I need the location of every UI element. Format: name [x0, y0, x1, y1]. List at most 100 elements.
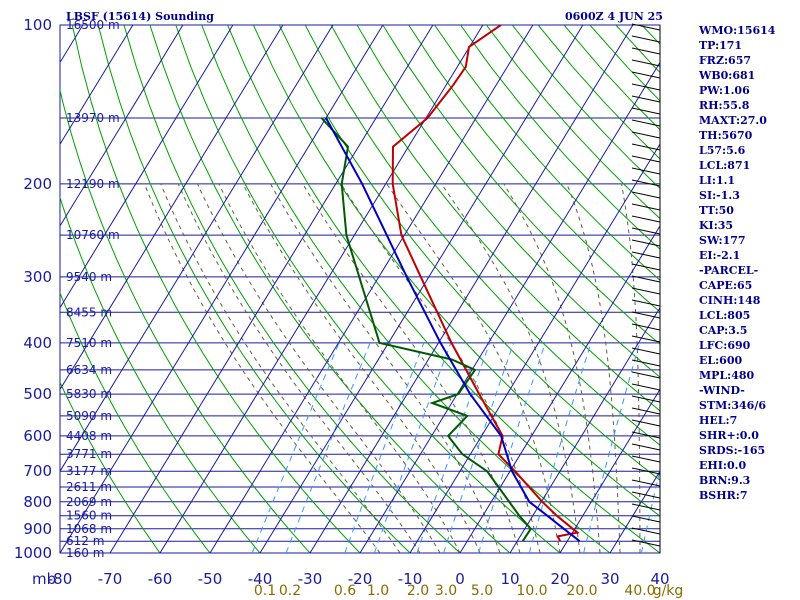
- dry-adiabat: [149, 25, 511, 553]
- mixing-ratio-line: [251, 342, 340, 553]
- moist-adiabat: [302, 183, 521, 553]
- wind-barb: [631, 275, 661, 283]
- mixing-ratio-label: 0.2: [279, 583, 301, 599]
- index-item: TH:5670: [699, 129, 753, 142]
- index-item: LI:1.1: [699, 174, 736, 187]
- index-item: CAP:3.5: [699, 324, 748, 337]
- moist-adiabat: [218, 183, 461, 553]
- wind-barb: [631, 479, 661, 487]
- pressure-tick-label: 200: [23, 175, 52, 193]
- sounding-profiles: [320, 25, 581, 542]
- index-item: EL:600: [699, 354, 743, 367]
- moist-adiabat: [659, 528, 660, 553]
- parcel-line: [325, 117, 581, 542]
- wind-barbs: [631, 23, 661, 553]
- height-label: 6634 m: [66, 363, 112, 377]
- mixing-ratio-label: g/kg: [653, 583, 684, 599]
- index-item: WB0:681: [699, 69, 756, 82]
- mixing-ratio-line: [528, 342, 592, 553]
- index-item: TT:50: [699, 204, 734, 217]
- wind-barb: [631, 407, 661, 415]
- wind-barb: [631, 263, 661, 271]
- index-item: L57:5.6: [699, 144, 746, 157]
- pressure-tick-label: 100: [23, 16, 52, 34]
- index-item: BSHR:7: [699, 489, 748, 502]
- wind-barb: [631, 491, 661, 499]
- height-label: 8455 m: [66, 305, 112, 319]
- wind-barb: [631, 35, 661, 43]
- dry-adiabat: [460, 25, 660, 250]
- wind-barb: [631, 539, 661, 547]
- height-label: 10760 m: [66, 228, 120, 242]
- dry-adiabat: [60, 381, 161, 553]
- temperature-tick-label: -20: [348, 570, 373, 588]
- dry-adiabat: [60, 88, 311, 553]
- dry-adiabat: [356, 25, 660, 378]
- mixing-ratio-line: [478, 342, 546, 553]
- moist-adiabat: [177, 183, 421, 553]
- isotherm: [209, 25, 534, 553]
- mixing-ratio-label: 2.0: [407, 583, 429, 599]
- index-item: LCL:871: [699, 159, 751, 172]
- wind-barb: [631, 395, 661, 403]
- index-item: HEL:7: [699, 414, 738, 427]
- isotherm: [60, 25, 334, 473]
- valid-time: 0600Z 4 JUN 25: [565, 10, 663, 23]
- wind-barb: [631, 335, 661, 343]
- mixing-ratio-line: [373, 342, 452, 553]
- temperature-line: [391, 25, 580, 542]
- wind-barb: [631, 227, 661, 235]
- wind-barb: [631, 23, 661, 31]
- wind-barb: [631, 419, 661, 427]
- temperature-tick-label: -50: [198, 570, 223, 588]
- wind-barb: [631, 443, 661, 451]
- isotherm: [409, 143, 660, 553]
- dry-adiabat: [382, 25, 660, 345]
- mixing-ratio-label: 10.0: [516, 583, 547, 599]
- index-item: LFC:690: [699, 339, 751, 352]
- wind-barb: [631, 431, 661, 439]
- moist-adiabat: [143, 183, 381, 553]
- moist-adiabats: [143, 183, 660, 553]
- wind-barb: [631, 167, 661, 175]
- wind-barb: [631, 347, 661, 355]
- mixing-ratio-label: 3.0: [435, 583, 457, 599]
- wind-barb: [631, 467, 661, 475]
- height-label: 2069 m: [66, 495, 112, 509]
- wind-barb: [631, 59, 661, 67]
- wind-barb: [631, 155, 661, 163]
- wind-barb: [631, 287, 661, 295]
- mixing-ratio-line: [443, 342, 515, 553]
- pressure-tick-label: 900: [23, 520, 52, 538]
- dry-adiabat: [434, 25, 660, 281]
- temperature-tick-label: -30: [298, 570, 323, 588]
- wind-barb: [631, 503, 661, 511]
- temperature-tick-label: -40: [248, 570, 273, 588]
- dry-adiabat: [304, 25, 660, 446]
- index-item: TP:171: [699, 39, 743, 52]
- wind-barb: [631, 95, 661, 103]
- index-item: CINH:148: [699, 294, 761, 307]
- temperature-tick-label: 30: [600, 570, 619, 588]
- temperature-tick-label: 10: [500, 570, 519, 588]
- isotherm: [359, 61, 660, 553]
- pressure-tick-label: 700: [23, 462, 52, 480]
- temperature-tick-label: 20: [550, 570, 569, 588]
- moist-adiabat: [621, 183, 641, 553]
- index-item: LCL:805: [699, 309, 751, 322]
- index-item: PW:1.06: [699, 84, 750, 97]
- index-item: EHI:0.0: [699, 459, 747, 472]
- wind-barb: [631, 215, 661, 223]
- wind-barb: [631, 311, 661, 319]
- station-title: LBSF (15614) Sounding: [66, 10, 214, 23]
- dry-adiabat: [60, 196, 261, 553]
- index-item: KI:35: [699, 219, 734, 232]
- plot-frame: [59, 24, 661, 554]
- isotherm: [559, 388, 660, 553]
- pressure-unit-label: mb: [32, 570, 56, 588]
- pressure-tick-label: 300: [23, 268, 52, 286]
- index-item: MAXT:27.0: [699, 114, 767, 127]
- mixing-ratio-line: [344, 342, 425, 553]
